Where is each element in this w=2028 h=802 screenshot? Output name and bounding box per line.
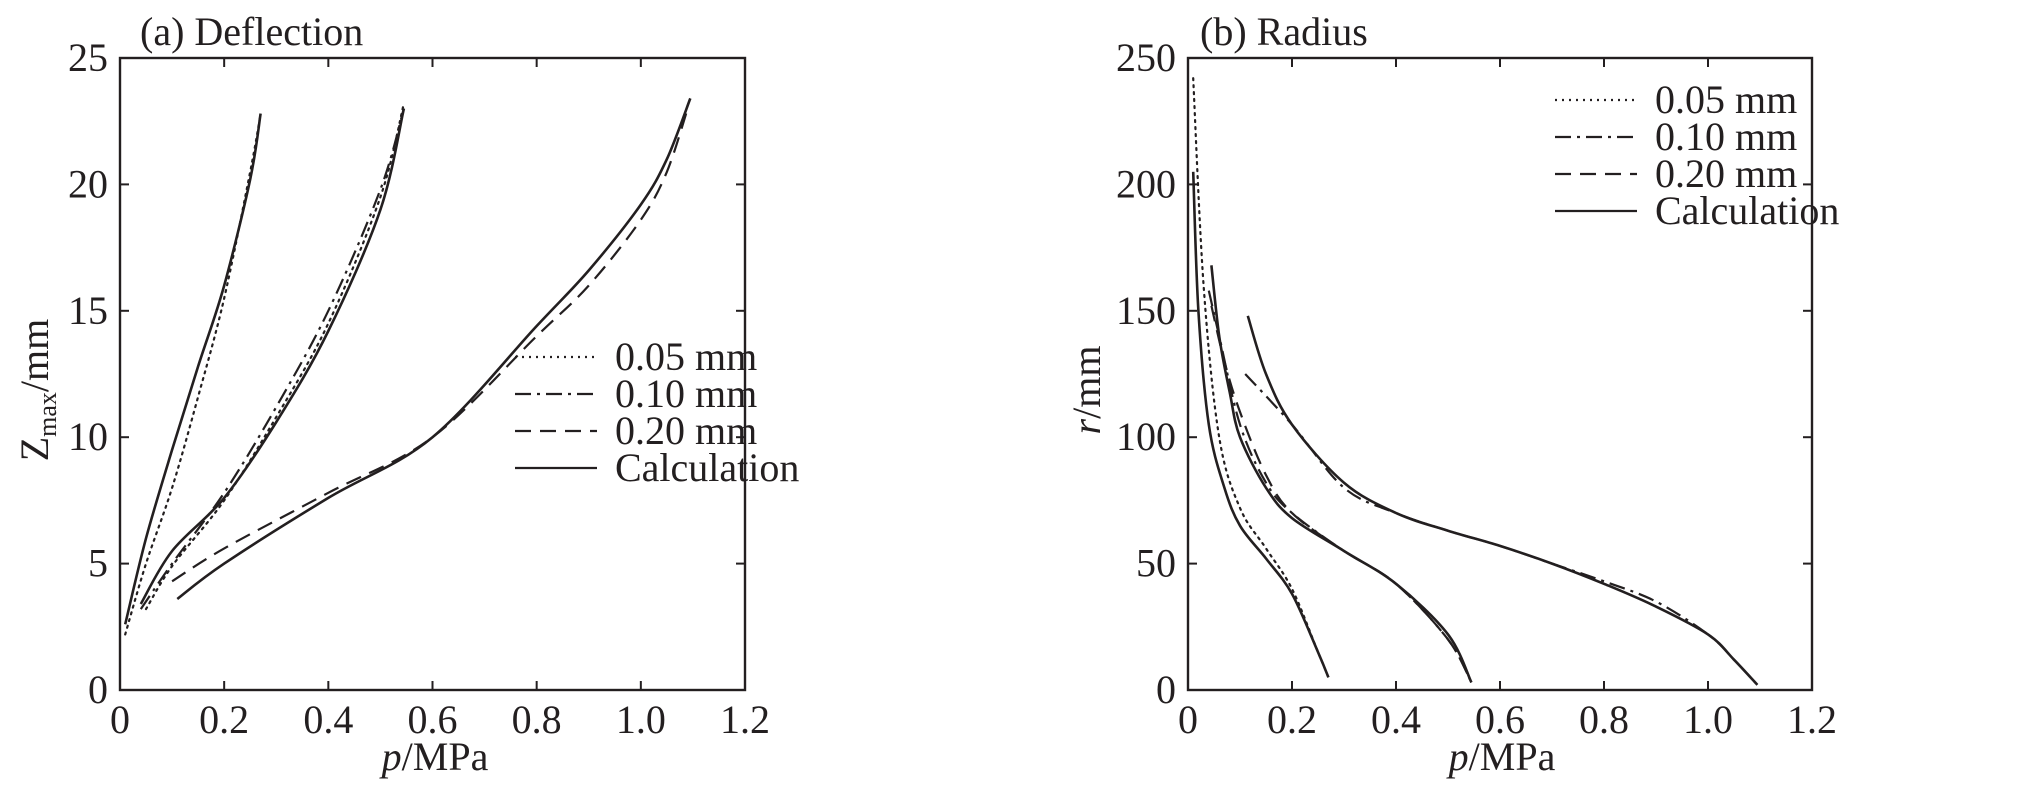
series-line-solid: [139, 108, 406, 605]
legend-label: 0.20 mm: [1655, 151, 1797, 196]
series-line-solid: [1246, 315, 1759, 686]
x-tick-label: 0.8: [1579, 697, 1629, 742]
x-tick-label: 0.6: [408, 697, 458, 742]
y-axis-variable: Z: [12, 437, 57, 461]
x-tick-label: 0: [1178, 697, 1198, 742]
legend-label: 0.20 mm: [615, 408, 757, 453]
y-axis-label: r/mm: [1064, 346, 1109, 435]
x-tick-label: 0.8: [512, 697, 562, 742]
legend-label: Calculation: [1655, 188, 1839, 233]
series-line-dotted: [144, 102, 405, 611]
y-axis-subscript: max: [33, 392, 62, 437]
y-tick-label: 250: [1116, 35, 1176, 80]
x-axis-variable: p: [1446, 734, 1469, 779]
series-line-dashed: [171, 108, 689, 583]
chart-panel-deflection: (a) Deflection p/MPa Zmax/mm 0 0.2 0.4 0.6 0…: [12, 9, 799, 779]
y-axis-variable: r: [1064, 418, 1109, 434]
x-tick-label: 0.4: [1371, 697, 1421, 742]
x-tick-label: 1.2: [720, 697, 770, 742]
y-tick-label: 5: [88, 541, 108, 586]
x-tick-label: 1.0: [616, 697, 666, 742]
chart-title: (b) Radius: [1200, 9, 1368, 54]
chart-title: (a) Deflection: [140, 9, 363, 54]
series-line-dotted: [124, 112, 262, 636]
x-axis-label: p/MPa: [1446, 734, 1556, 779]
y-tick-label: 150: [1116, 288, 1176, 333]
y-tick-label: 15: [68, 288, 108, 333]
y-tick-label: 25: [68, 35, 108, 80]
x-tick-label: 0.2: [199, 697, 249, 742]
x-tick-label: 1.0: [1683, 697, 1733, 742]
y-tick-label: 10: [68, 414, 108, 459]
series-line-solid: [176, 97, 692, 601]
x-tick-label: 0: [110, 697, 130, 742]
x-tick-label: 1.2: [1787, 697, 1837, 742]
chart-panel-radius: (b) Radius p/MPa r/mm 0 0.2 0.4 0.6 0.8 1.0 1.…: [1064, 9, 1839, 779]
y-tick-label: 200: [1116, 161, 1176, 206]
x-axis-label: p/MPa: [379, 734, 489, 779]
y-axis-unit: /mm: [12, 319, 57, 392]
y-tick-label: 100: [1116, 414, 1176, 459]
series-line-dashed: [1210, 305, 1473, 683]
y-axis-label: Zmax/mm: [12, 319, 62, 462]
series-line-dashdot: [1207, 290, 1473, 683]
x-tick-label: 0.6: [1475, 697, 1525, 742]
y-axis-unit: /mm: [1064, 346, 1109, 419]
legend-label: 0.05 mm: [615, 334, 757, 379]
series-line-dotted: [1192, 77, 1330, 679]
series-line-solid: [123, 113, 262, 625]
x-tick-label: 0.4: [303, 697, 353, 742]
legend-label: 0.05 mm: [1655, 77, 1797, 122]
series-line-dashdot: [1244, 373, 1759, 686]
x-axis-unit: /MPa: [1469, 734, 1556, 779]
legend-label: Calculation: [615, 445, 799, 490]
y-tick-label: 20: [68, 161, 108, 206]
series-line-solid: [1191, 171, 1330, 678]
legend-label: 0.10 mm: [615, 371, 757, 416]
y-tick-label: 0: [1156, 667, 1176, 712]
series-line-dashdot: [139, 108, 405, 610]
y-tick-label: 50: [1136, 541, 1176, 586]
x-axis-unit: /MPa: [402, 734, 489, 779]
y-tick-label: 0: [88, 667, 108, 712]
legend-label: 0.10 mm: [1655, 114, 1797, 159]
series-line-solid: [1210, 265, 1473, 683]
x-tick-label: 0.2: [1267, 697, 1317, 742]
x-axis-variable: p: [379, 734, 402, 779]
